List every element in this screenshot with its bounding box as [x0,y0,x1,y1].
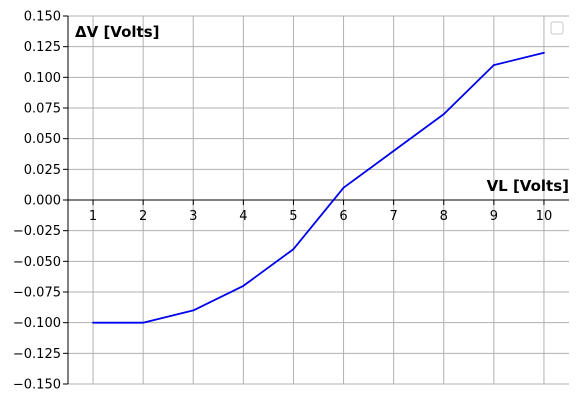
y-tick-label: 0.100 [24,71,61,86]
data-point [142,321,145,324]
series-line [93,51,545,324]
y-axis-label: ΔV [Volts] [75,23,160,41]
y-tick-label: 0.150 [24,10,61,25]
x-axis-label: VL [Volts] [487,177,569,195]
x-tick-label: 9 [490,209,498,224]
x-tick-label: 5 [289,209,297,224]
data-point [192,309,195,312]
data-point [492,64,495,66]
y-tick-labels: 0.150 0.125 0.100 0.075 0.050 0.025 0.000 −0.02… [13,10,61,393]
data-point [392,150,395,152]
y-tick-label: −0.100 [13,316,61,331]
y-tick-label: 0.075 [24,102,61,117]
y-tick-label: −0.150 [13,378,61,393]
y-tick-label: −0.050 [13,255,61,270]
data-point [543,51,545,54]
data-point [92,321,94,324]
x-tick-label: 7 [390,209,398,224]
data-point [442,113,445,116]
x-tick-label: 6 [339,209,347,224]
x-tick-label: 10 [536,209,553,224]
axes [63,15,569,385]
x-tick-label: 2 [139,209,147,224]
x-tick-label: 8 [440,209,448,224]
data-point [242,284,245,287]
data-point [342,186,345,189]
y-tick-label: −0.075 [13,286,61,301]
y-tick-label: 0.050 [24,132,61,147]
y-tick-label: 0.025 [24,163,61,178]
x-tick-label: 3 [189,209,197,224]
x-tick-label: 1 [89,209,97,224]
x-tick-label: 4 [239,209,247,224]
y-tick-label: −0.025 [13,224,61,239]
y-tick-label: −0.125 [13,347,61,362]
x-tick-labels: 1 2 3 4 5 6 7 8 9 10 [89,209,552,224]
legend-box[interactable] [550,21,564,35]
y-tick-label: 0.125 [24,40,61,55]
data-point [292,248,295,250]
y-tick-label: 0.000 [24,194,61,209]
series-layer [92,51,545,324]
